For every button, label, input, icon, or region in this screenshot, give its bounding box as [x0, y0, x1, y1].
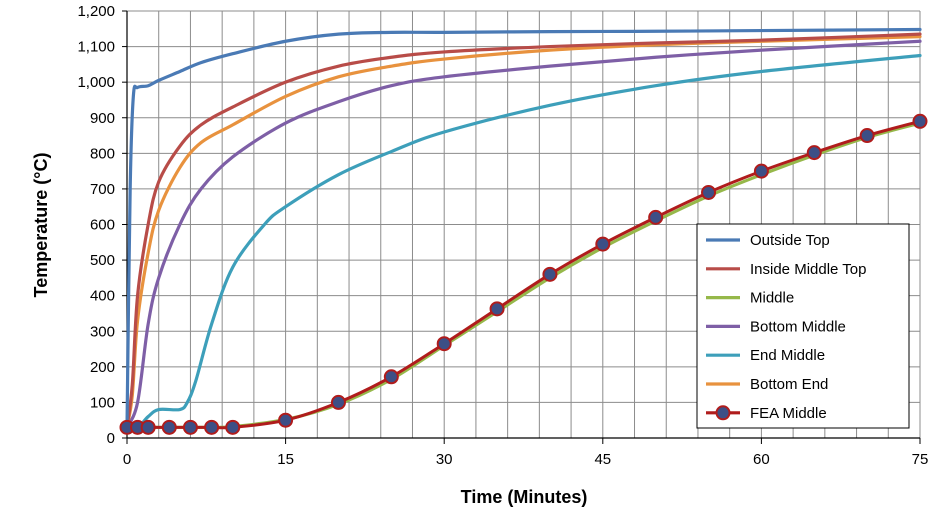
data-point-fea-middle — [182, 419, 198, 435]
data-point-fea-middle — [140, 419, 156, 435]
legend-label: Bottom End — [750, 376, 828, 393]
x-tick-label: 60 — [753, 451, 770, 468]
data-point-fea-middle — [806, 145, 822, 161]
series-line-outside-top — [125, 27, 922, 429]
series-line-end-middle — [125, 53, 922, 430]
series-bottom-middle — [125, 39, 922, 429]
y-tick-label: 500 — [90, 252, 115, 269]
legend-label: Middle — [750, 290, 794, 307]
series-end-middle — [125, 53, 922, 430]
y-tick-label: 200 — [90, 359, 115, 376]
series-line-bottom-end — [125, 35, 922, 429]
y-tick-label: 1,200 — [77, 3, 115, 20]
legend-label: Outside Top — [750, 232, 830, 249]
data-point-fea-middle — [542, 266, 558, 282]
y-tick-label: 700 — [90, 181, 115, 198]
series-line-bottom-middle — [125, 39, 922, 429]
x-tick-label: 15 — [277, 451, 294, 468]
legend-label: Inside Middle Top — [750, 261, 866, 278]
series-bottom-end — [125, 35, 922, 429]
series-line-inside-middle-top — [125, 32, 922, 429]
legend-item: Outside Top — [706, 232, 830, 249]
x-tick-label: 45 — [594, 451, 611, 468]
data-point-fea-middle — [859, 128, 875, 144]
y-tick-label: 1,000 — [77, 74, 115, 91]
y-tick-label: 100 — [90, 394, 115, 411]
legend-marker — [715, 405, 731, 421]
legend-label: End Middle — [750, 347, 825, 364]
data-point-fea-middle — [701, 184, 717, 200]
data-point-fea-middle — [204, 419, 220, 435]
x-axis-title: Time (Minutes) — [461, 487, 588, 507]
series-group — [119, 27, 928, 435]
legend: Outside Top Inside Middle Top Middle Bottom… — [696, 223, 910, 429]
data-point-fea-middle — [648, 209, 664, 225]
series-inside-middle-top — [125, 32, 922, 429]
legend-label: FEA Middle — [750, 405, 827, 422]
data-point-fea-middle — [436, 336, 452, 352]
data-point-fea-middle — [489, 301, 505, 317]
y-tick-label: 900 — [90, 110, 115, 127]
legend-item: FEA Middle — [706, 405, 827, 422]
x-tick-label: 75 — [912, 451, 929, 468]
x-tick-label: 30 — [436, 451, 453, 468]
data-point-fea-middle — [383, 369, 399, 385]
data-point-fea-middle — [161, 419, 177, 435]
legend-label: Bottom Middle — [750, 318, 846, 335]
series-fea-middle — [119, 113, 928, 435]
y-tick-label: 600 — [90, 217, 115, 234]
series-outside-top — [125, 27, 922, 429]
y-tick-label: 800 — [90, 145, 115, 162]
y-tick-label: 300 — [90, 323, 115, 340]
legend-item: Middle — [706, 290, 794, 307]
data-point-fea-middle — [595, 236, 611, 252]
tick-labels: 01002003004005006007008009001,0001,1001,… — [77, 3, 928, 468]
data-point-fea-middle — [912, 113, 928, 129]
y-tick-label: 0 — [107, 430, 115, 447]
x-tick-label: 0 — [123, 451, 131, 468]
legend-item: Bottom Middle — [706, 318, 846, 335]
y-axis-title: Temperature (°C) — [31, 153, 51, 298]
data-point-fea-middle — [225, 419, 241, 435]
legend-item: Inside Middle Top — [706, 261, 866, 278]
data-point-fea-middle — [753, 163, 769, 179]
y-tick-label: 400 — [90, 288, 115, 305]
y-tick-label: 1,100 — [77, 39, 115, 56]
data-point-fea-middle — [330, 394, 346, 410]
legend-item: End Middle — [706, 347, 825, 364]
data-point-fea-middle — [278, 412, 294, 428]
legend-item: Bottom End — [706, 376, 828, 393]
